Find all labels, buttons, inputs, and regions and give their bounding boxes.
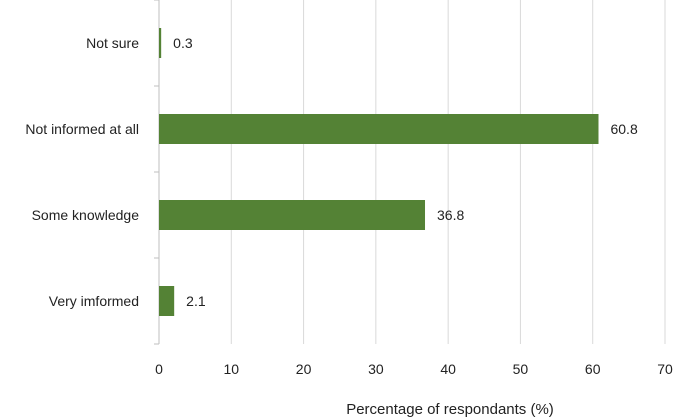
data-label: 36.8 xyxy=(437,207,464,223)
category-label: Not informed at all xyxy=(25,121,139,137)
x-tick-label: 70 xyxy=(657,361,673,377)
data-label: 2.1 xyxy=(186,293,206,309)
bar xyxy=(159,28,162,58)
x-tick-label: 0 xyxy=(155,361,163,377)
category-label: Some knowledge xyxy=(32,207,140,223)
x-axis-ticks: 0 10 20 30 40 50 60 70 xyxy=(155,361,673,377)
data-labels: 0.3 60.8 36.8 2.1 xyxy=(173,35,638,309)
x-tick-label: 10 xyxy=(223,361,239,377)
x-tick-label: 50 xyxy=(513,361,529,377)
data-label: 60.8 xyxy=(610,121,637,137)
data-label: 0.3 xyxy=(173,35,193,51)
x-axis-title: Percentage of respondants (%) xyxy=(346,401,554,418)
x-tick-label: 60 xyxy=(585,361,601,377)
category-labels: Not sure Not informed at all Some knowledg… xyxy=(25,35,139,309)
bar xyxy=(159,114,599,144)
category-label: Very imformed xyxy=(49,293,139,309)
bar xyxy=(159,200,426,230)
x-tick-label: 30 xyxy=(368,361,384,377)
x-tick-label: 40 xyxy=(440,361,456,377)
bar xyxy=(159,286,175,316)
bars xyxy=(159,28,599,316)
category-label: Not sure xyxy=(86,35,139,51)
gridlines xyxy=(154,0,666,345)
x-tick-label: 20 xyxy=(296,361,312,377)
